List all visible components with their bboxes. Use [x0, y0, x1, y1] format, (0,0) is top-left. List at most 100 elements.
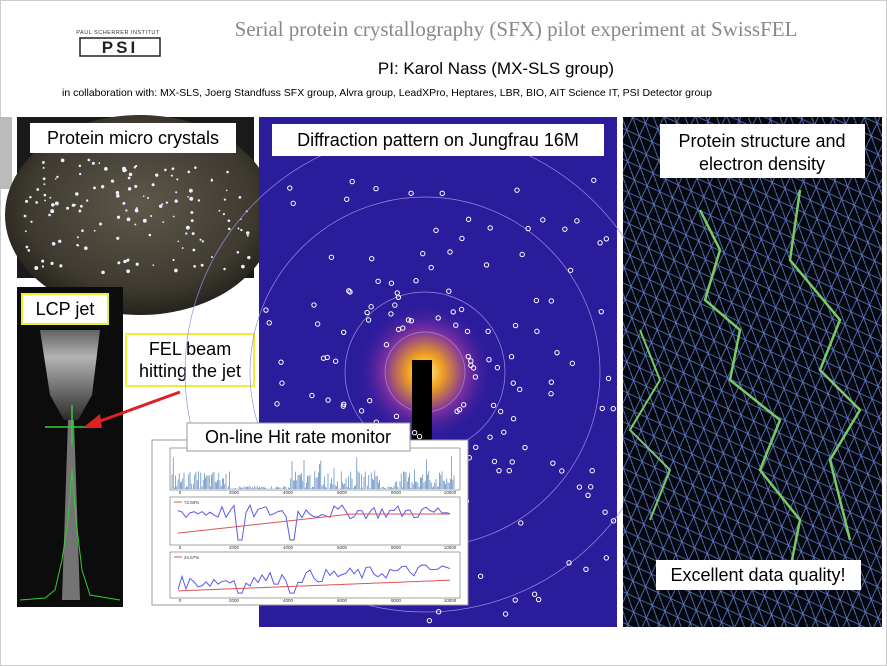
spot — [393, 413, 400, 420]
crystal — [194, 166, 197, 169]
crystal — [42, 166, 45, 169]
spot — [506, 468, 512, 474]
crystal — [135, 262, 139, 266]
rate-line — [177, 503, 451, 541]
crystal — [66, 206, 70, 210]
x-tick-label: 0 — [179, 598, 182, 603]
x-tick-label: 10000 — [444, 490, 457, 495]
crystal — [192, 248, 196, 252]
jet-profile — [19, 469, 121, 601]
x-tick-label: 2000 — [229, 545, 240, 550]
spot — [465, 216, 472, 223]
spot — [446, 288, 452, 294]
crystal — [116, 236, 120, 240]
crystal — [177, 240, 180, 243]
crystal — [54, 178, 57, 180]
x-tick-label: 6000 — [337, 598, 348, 603]
spot — [603, 555, 609, 561]
crystal — [36, 188, 40, 191]
crystal — [60, 158, 65, 163]
crystal — [128, 172, 133, 177]
x-tick-label: 0 — [179, 545, 182, 550]
crystal — [71, 203, 76, 207]
crystal — [76, 243, 79, 247]
crystal — [81, 229, 84, 233]
logo-box — [79, 37, 161, 57]
spot — [388, 311, 394, 317]
x-tick-label: 4000 — [283, 545, 294, 550]
spot — [550, 460, 556, 466]
spot — [290, 200, 296, 207]
spot — [332, 358, 339, 364]
mean-line — [177, 513, 450, 534]
crystal — [165, 201, 169, 204]
crystal — [99, 222, 102, 226]
spot — [369, 255, 375, 262]
crystal — [44, 199, 47, 202]
backbone — [788, 189, 862, 541]
backbone — [628, 329, 672, 521]
crystal — [116, 194, 120, 198]
spot — [405, 317, 412, 323]
spot — [340, 403, 346, 409]
spot — [574, 218, 580, 224]
spot — [465, 353, 471, 360]
crystal — [133, 166, 137, 169]
crystal — [245, 231, 250, 235]
mean-line — [177, 579, 451, 592]
spot — [585, 492, 591, 498]
spot — [589, 468, 595, 474]
crystal — [193, 264, 196, 268]
crystal — [170, 174, 173, 177]
crystal — [147, 197, 150, 199]
crystal — [150, 215, 153, 218]
spot — [435, 609, 442, 615]
plot-frame — [169, 551, 461, 599]
crystal — [127, 176, 131, 180]
crystal — [174, 199, 178, 203]
spot — [453, 322, 459, 328]
crystal — [78, 164, 82, 168]
crystal — [35, 201, 38, 204]
spot — [533, 297, 540, 304]
spot — [416, 433, 423, 440]
crystal — [227, 227, 231, 231]
crystal — [225, 189, 228, 192]
spot — [522, 444, 528, 451]
crystal — [76, 236, 79, 239]
spot — [494, 364, 501, 371]
crystal — [93, 229, 96, 232]
spot — [587, 484, 594, 490]
crystal — [43, 193, 47, 197]
monitor-panel — [151, 439, 469, 606]
spot — [287, 185, 293, 191]
crystal — [122, 166, 127, 171]
structure-label: Protein structure and — [678, 131, 845, 151]
spot — [364, 309, 370, 316]
crystal — [210, 179, 214, 182]
crystal — [98, 162, 101, 165]
spot — [548, 379, 555, 385]
x-tick-label: 6000 — [337, 490, 348, 495]
spot — [485, 328, 491, 335]
crystal — [152, 264, 155, 266]
crystal — [247, 255, 251, 260]
jet-label: LCP jet — [36, 299, 95, 319]
spot — [358, 408, 365, 414]
spot — [540, 217, 546, 223]
crystal — [134, 184, 138, 188]
spot — [458, 306, 465, 313]
x-tick-label: 4000 — [283, 598, 294, 603]
beamstop — [412, 360, 432, 440]
label-box — [656, 560, 861, 590]
crystal — [75, 192, 79, 196]
crystal — [218, 209, 221, 212]
spot — [413, 278, 419, 284]
spot — [502, 611, 509, 617]
diffraction-label: Diffraction pattern on Jungfrau 16M — [297, 130, 579, 150]
spot — [367, 397, 373, 404]
spot — [497, 408, 504, 415]
spot — [599, 405, 605, 412]
spot — [428, 264, 434, 271]
spot — [439, 190, 445, 197]
